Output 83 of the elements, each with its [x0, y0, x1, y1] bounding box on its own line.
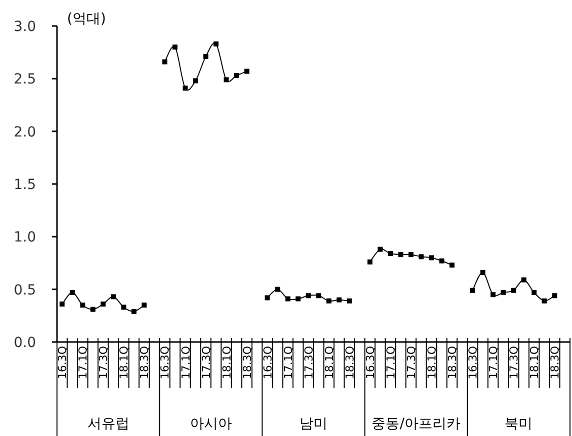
- text: 아시아: [190, 416, 232, 432]
- x-tick-label: 17.3Q: [200, 346, 213, 380]
- x-tick-label: 17.3Q: [302, 346, 316, 380]
- x-tick-label: 17.1Q: [179, 346, 192, 380]
- point: [60, 302, 65, 307]
- x-tick-label: 16.3Q: [261, 346, 274, 380]
- x-tick-label: 17.1Q: [282, 346, 295, 380]
- x-tick-label: 17.1Q: [384, 346, 398, 380]
- point: [110, 294, 116, 300]
- point: [388, 251, 393, 256]
- point: [418, 254, 424, 260]
- text: 남미: [300, 416, 328, 432]
- x-tick-label: 18.3Q: [548, 346, 562, 380]
- x-tick-label: 17.1Q: [487, 346, 500, 380]
- point: [162, 59, 168, 64]
- y-tick-label: 0.0: [14, 335, 36, 351]
- point: [193, 78, 198, 84]
- x-tick-label: 17.1Q: [76, 346, 90, 380]
- point: [214, 41, 219, 46]
- point: [367, 259, 372, 264]
- point: [336, 297, 342, 302]
- x-tick-label: 17.3Q: [508, 346, 521, 380]
- point: [142, 302, 147, 308]
- point: [80, 302, 86, 308]
- x-tick-label: 18.3Q: [446, 346, 460, 380]
- point: [121, 304, 126, 310]
- y-tick-label: 3.0: [14, 19, 36, 35]
- point: [511, 288, 516, 293]
- x-tick-label: 16.3Q: [466, 346, 480, 380]
- y-tick-label: 2.0: [14, 124, 36, 140]
- point: [552, 293, 558, 298]
- text: 중동/아프리카: [372, 416, 460, 432]
- x-tick-label: 16.3Q: [158, 346, 172, 380]
- x-tick-label: 17.3Q: [404, 346, 418, 380]
- point: [100, 302, 106, 307]
- point: [316, 293, 322, 298]
- point: [264, 295, 270, 300]
- x-tick-label: 18.1Q: [118, 346, 131, 380]
- point: [470, 288, 476, 293]
- point: [346, 298, 352, 304]
- point: [90, 306, 96, 312]
- point: [450, 262, 455, 268]
- x-tick-label: 18.1Q: [528, 346, 542, 380]
- point: [398, 252, 404, 258]
- x-tick-label: 18.1Q: [220, 346, 234, 380]
- x-tick-label: 18.1Q: [322, 346, 336, 380]
- x-tick-label: 18.3Q: [240, 346, 254, 380]
- text: 북미: [504, 416, 533, 432]
- x-tick-label: 16.3Q: [56, 346, 70, 380]
- point: [490, 292, 496, 298]
- point: [244, 68, 250, 74]
- point: [296, 296, 301, 302]
- text: 서유럽: [87, 416, 130, 432]
- point: [70, 290, 75, 295]
- point: [182, 86, 188, 91]
- point: [131, 308, 136, 314]
- x-tick-label: 18.3Q: [138, 346, 152, 380]
- point: [172, 44, 178, 50]
- point: [428, 255, 434, 260]
- point: [521, 277, 526, 282]
- point: [326, 298, 332, 304]
- point: [234, 73, 240, 78]
- y-tick-label: 1.5: [14, 177, 36, 193]
- point: [532, 290, 537, 295]
- point: [306, 293, 311, 298]
- x-tick-label: 17.3Q: [97, 346, 110, 380]
- point: [500, 290, 506, 295]
- y-tick-label: 1.0: [14, 230, 36, 246]
- point: [480, 270, 486, 275]
- point: [378, 246, 383, 252]
- point: [203, 54, 208, 60]
- y-axis-title: (억대): [67, 11, 106, 27]
- point: [285, 296, 290, 302]
- x-tick-label: 18.1Q: [425, 346, 438, 380]
- point: [275, 286, 280, 292]
- point: [224, 77, 229, 82]
- y-tick-label: 0.5: [14, 282, 36, 298]
- point: [542, 298, 547, 304]
- point: [408, 252, 414, 258]
- x-tick-label: 18.3Q: [343, 346, 356, 380]
- y-tick-label: 2.5: [14, 72, 36, 88]
- x-tick-label: 16.3Q: [364, 346, 377, 380]
- point: [439, 258, 444, 264]
